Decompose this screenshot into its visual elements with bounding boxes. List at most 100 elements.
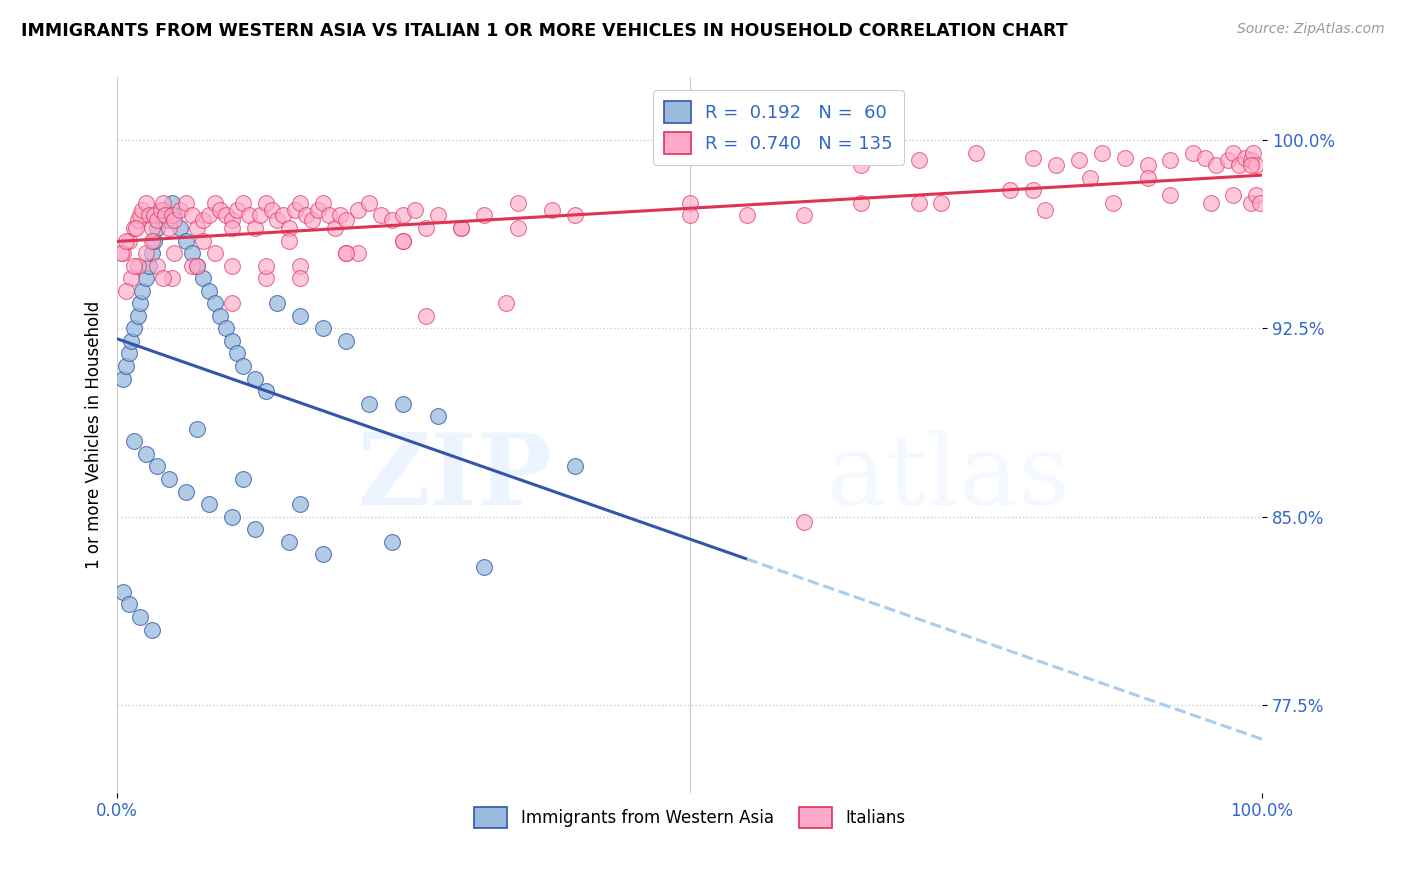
Point <box>135 246 157 260</box>
Point <box>426 409 449 424</box>
Point <box>117 598 139 612</box>
Point <box>127 259 149 273</box>
Point <box>221 213 243 227</box>
Point <box>129 296 152 310</box>
Point <box>1045 158 1067 172</box>
Point <box>238 209 260 223</box>
Point <box>226 346 249 360</box>
Point <box>163 209 186 223</box>
Text: ZIP: ZIP <box>357 429 553 526</box>
Point <box>266 296 288 310</box>
Point <box>191 234 214 248</box>
Point <box>186 221 208 235</box>
Point <box>284 203 307 218</box>
Point <box>197 284 219 298</box>
Point <box>204 246 226 260</box>
Point <box>254 195 277 210</box>
Point <box>221 259 243 273</box>
Point <box>450 221 472 235</box>
Point <box>135 271 157 285</box>
Point <box>335 334 357 348</box>
Point <box>127 213 149 227</box>
Point <box>180 259 202 273</box>
Point <box>793 209 815 223</box>
Point <box>965 145 987 160</box>
Point <box>1136 158 1159 172</box>
Point <box>1022 183 1045 197</box>
Point <box>209 309 232 323</box>
Point <box>149 203 172 218</box>
Point <box>197 209 219 223</box>
Point <box>266 213 288 227</box>
Point <box>157 221 180 235</box>
Point <box>907 153 929 168</box>
Point <box>124 221 146 235</box>
Point <box>174 234 197 248</box>
Point <box>152 203 174 218</box>
Point <box>335 246 357 260</box>
Point <box>1199 195 1222 210</box>
Point <box>1239 153 1261 168</box>
Point <box>335 213 357 227</box>
Point <box>141 221 163 235</box>
Point <box>392 397 415 411</box>
Point <box>243 221 266 235</box>
Point <box>141 623 163 637</box>
Point <box>329 209 352 223</box>
Point <box>392 209 415 223</box>
Point <box>152 271 174 285</box>
Point <box>226 203 249 218</box>
Legend: Immigrants from Western Asia, Italians: Immigrants from Western Asia, Italians <box>467 801 912 834</box>
Point <box>157 472 180 486</box>
Point <box>135 195 157 210</box>
Point <box>204 195 226 210</box>
Point <box>191 271 214 285</box>
Point <box>232 472 254 486</box>
Point <box>290 309 312 323</box>
Point <box>243 371 266 385</box>
Point <box>138 209 160 223</box>
Point <box>169 221 191 235</box>
Point <box>998 183 1021 197</box>
Point <box>120 334 142 348</box>
Point <box>243 522 266 536</box>
Text: atlas: atlas <box>827 430 1070 526</box>
Point <box>1239 195 1261 210</box>
Point <box>155 209 177 223</box>
Point <box>1222 188 1244 202</box>
Point <box>120 271 142 285</box>
Point <box>318 209 340 223</box>
Point <box>1136 170 1159 185</box>
Point <box>232 195 254 210</box>
Point <box>1159 188 1181 202</box>
Point <box>142 209 165 223</box>
Point <box>115 234 138 248</box>
Point <box>678 195 700 210</box>
Point <box>1114 151 1136 165</box>
Point <box>1246 158 1268 172</box>
Point <box>346 246 368 260</box>
Point <box>249 209 271 223</box>
Point <box>1227 158 1250 172</box>
Point <box>260 203 283 218</box>
Point <box>1091 145 1114 160</box>
Point <box>138 259 160 273</box>
Point <box>277 534 299 549</box>
Point <box>1022 151 1045 165</box>
Point <box>392 234 415 248</box>
Point <box>1222 145 1244 160</box>
Point <box>1249 195 1271 210</box>
Point <box>157 213 180 227</box>
Point <box>1182 145 1205 160</box>
Point <box>415 309 437 323</box>
Point <box>186 259 208 273</box>
Point <box>215 321 238 335</box>
Point <box>1078 170 1101 185</box>
Point <box>117 234 139 248</box>
Point <box>450 221 472 235</box>
Point <box>1241 145 1264 160</box>
Point <box>180 209 202 223</box>
Point <box>277 234 299 248</box>
Point <box>160 271 183 285</box>
Point <box>221 334 243 348</box>
